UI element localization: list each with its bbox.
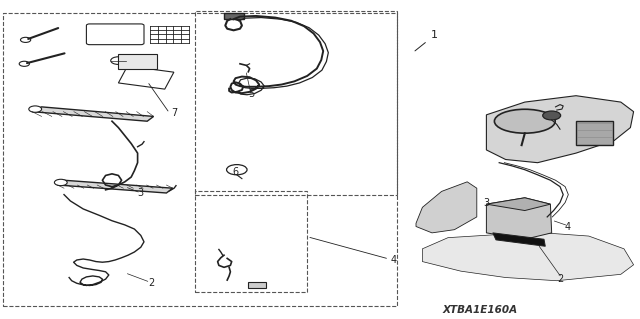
- Bar: [195, 11, 397, 195]
- Text: 2: 2: [557, 274, 563, 284]
- Polygon shape: [486, 198, 552, 239]
- Bar: [576, 121, 613, 145]
- Bar: [195, 191, 307, 292]
- Bar: [118, 66, 174, 89]
- Text: XTBA1E160A: XTBA1E160A: [442, 305, 518, 315]
- FancyBboxPatch shape: [86, 24, 144, 45]
- Text: 7: 7: [172, 108, 178, 118]
- Text: 5: 5: [248, 89, 255, 99]
- Circle shape: [29, 106, 42, 112]
- Text: 4: 4: [564, 222, 571, 232]
- Polygon shape: [493, 233, 545, 246]
- Polygon shape: [486, 96, 634, 163]
- Polygon shape: [486, 198, 550, 211]
- Polygon shape: [32, 107, 154, 121]
- Polygon shape: [416, 182, 477, 233]
- Polygon shape: [58, 180, 173, 193]
- Text: 3: 3: [483, 198, 490, 208]
- Ellipse shape: [494, 109, 555, 133]
- Circle shape: [111, 57, 126, 64]
- Text: 4: 4: [390, 255, 397, 265]
- Bar: [248, 282, 266, 288]
- Circle shape: [19, 61, 29, 66]
- Circle shape: [54, 179, 67, 186]
- Polygon shape: [422, 233, 634, 281]
- Text: 2: 2: [148, 278, 155, 287]
- Circle shape: [20, 37, 31, 42]
- Text: 3: 3: [138, 188, 144, 198]
- Bar: [118, 54, 157, 69]
- Bar: [224, 13, 244, 19]
- Text: 6: 6: [232, 167, 239, 177]
- Circle shape: [543, 111, 561, 120]
- Circle shape: [227, 165, 247, 175]
- Bar: [3, 13, 397, 306]
- Text: 1: 1: [431, 30, 438, 40]
- FancyBboxPatch shape: [413, 26, 636, 306]
